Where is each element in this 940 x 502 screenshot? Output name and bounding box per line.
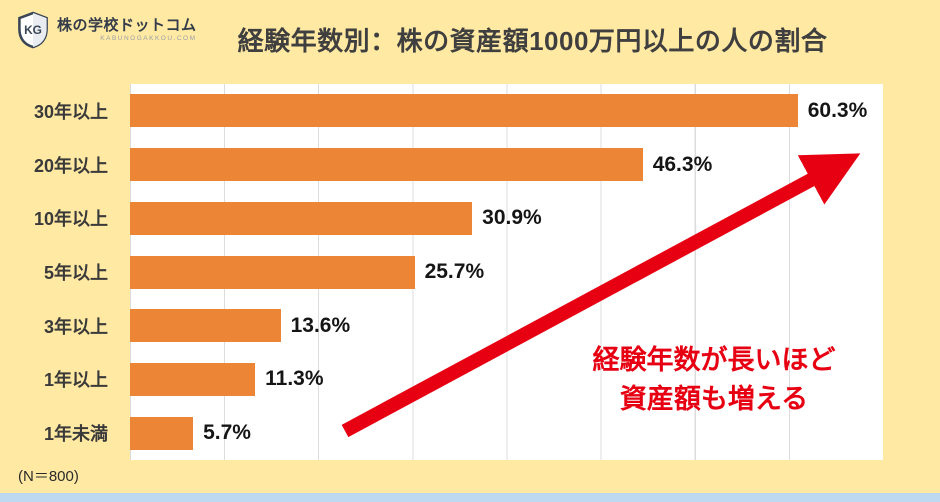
bar <box>130 201 473 235</box>
shield-kg-icon: KG <box>16 11 50 49</box>
bar-row: 60.3% <box>130 84 883 138</box>
bottom-strip <box>0 493 940 502</box>
value-label: 30.9% <box>482 206 542 230</box>
brand-text-group: 株の学校ドットコム KABUNOGAKKOU.COM <box>57 18 197 43</box>
bar <box>130 362 256 396</box>
sample-size-note: (N＝800) <box>18 468 79 485</box>
category-label: 3年以上 <box>43 316 108 337</box>
brand-subtext: KABUNOGAKKOU.COM <box>100 34 197 42</box>
brand-logo: KG 株の学校ドットコム KABUNOGAKKOU.COM <box>16 11 197 49</box>
bar <box>130 94 798 128</box>
category-label: 5年以上 <box>43 263 108 284</box>
bar <box>130 255 415 289</box>
value-label: 60.3% <box>807 98 868 122</box>
category-label: 10年以上 <box>33 209 108 230</box>
category-label: 1年未満 <box>43 424 108 445</box>
svg-text:KG: KG <box>24 23 42 37</box>
bar-row: 5.7% <box>130 406 883 460</box>
bar <box>130 148 643 182</box>
value-label: 25.7% <box>424 260 485 284</box>
brand-name: 株の学校ドットコム <box>57 16 197 34</box>
value-label: 11.3% <box>265 367 324 391</box>
bar-row: 11.3% <box>130 353 883 407</box>
bar-row: 13.6% <box>130 299 883 353</box>
bar-row: 25.7% <box>130 245 883 299</box>
category-label: 30年以上 <box>33 101 108 122</box>
bar <box>130 416 194 450</box>
value-label: 46.3% <box>652 152 713 176</box>
bar-row: 46.3% <box>130 138 883 192</box>
category-label: 20年以上 <box>33 155 108 176</box>
chart-area: 30年以上 20年以上 10年以上 5年以上 3年以上 1年以上 1年未満 60.3% 46.… <box>15 84 883 460</box>
page-title: 経験年数別：株の資産額1000万円以上の人の割合 <box>237 26 828 56</box>
bar <box>130 309 281 343</box>
value-label: 13.6% <box>290 313 351 337</box>
value-label: 5.7% <box>203 421 251 445</box>
category-label: 1年以上 <box>43 370 108 391</box>
plot-area: 60.3% 46.3% 30.9% 25.7% 13.6% 11.3% 5.7% <box>130 84 883 460</box>
category-labels: 30年以上 20年以上 10年以上 5年以上 3年以上 1年以上 1年未満 <box>15 84 130 460</box>
bar-row: 30.9% <box>130 191 883 245</box>
